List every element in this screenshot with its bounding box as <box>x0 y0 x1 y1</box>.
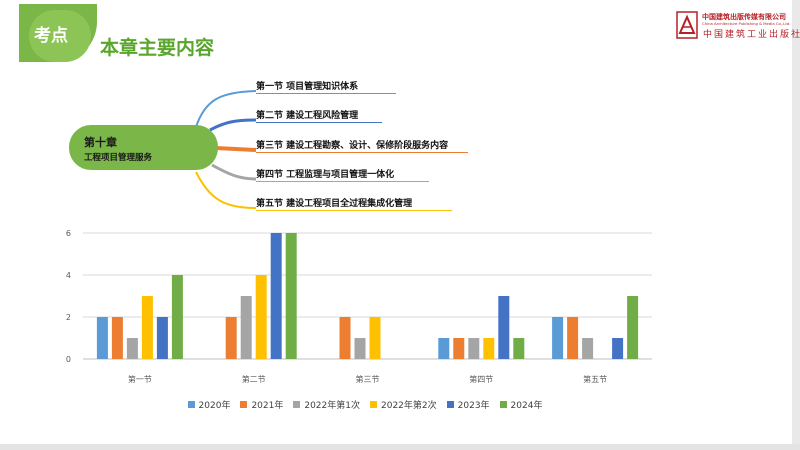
bar <box>270 233 282 359</box>
legend-item: 2024年 <box>499 398 543 411</box>
bar <box>627 296 639 359</box>
branch-label-4: 第四节 工程监理与项目管理一体化 <box>256 170 395 180</box>
bar <box>612 338 624 359</box>
y-tick-label: 2 <box>66 313 71 322</box>
legend-label: 2024年 <box>510 401 543 411</box>
bar <box>111 317 123 359</box>
publisher-name-en: China Architecture Publishing & Media Co… <box>702 21 791 26</box>
legend-swatch <box>293 401 301 408</box>
branch-connector-3 <box>215 146 257 152</box>
topic-badge <box>19 4 97 62</box>
publisher-logo-icon <box>676 11 698 39</box>
branch-connector-1 <box>195 90 257 128</box>
legend-item: 2020年 <box>187 398 231 411</box>
branch-label-3: 第三节 建设工程勘察、设计、保修阶段服务内容 <box>256 141 449 151</box>
bar <box>498 296 510 359</box>
y-tick-label: 4 <box>66 271 71 280</box>
branch-connector-5 <box>195 171 257 209</box>
legend-label: 2022年第2次 <box>381 401 437 411</box>
chapter-title: 第十章 <box>84 136 117 149</box>
bar <box>513 338 525 359</box>
publisher-name: 中国建筑出版传媒有限公司 <box>702 12 786 21</box>
legend-swatch <box>240 401 248 408</box>
legend-swatch <box>446 401 454 408</box>
badge-label: 考点 <box>34 26 68 46</box>
bar <box>552 317 564 359</box>
legend-swatch <box>370 401 377 408</box>
branch-connector-2 <box>209 118 257 132</box>
page-title: 本章主要内容 <box>100 37 215 59</box>
branch-underline-4 <box>256 181 429 182</box>
bar <box>126 338 138 359</box>
legend-item: 2023年 <box>446 398 490 411</box>
bar <box>354 338 366 359</box>
bar <box>468 338 480 359</box>
window-edge <box>792 0 800 450</box>
bar <box>240 296 252 359</box>
legend-swatch <box>187 401 195 408</box>
bar <box>96 317 108 359</box>
legend-item: 2021年 <box>240 398 283 411</box>
legend-item: 2022年第2次 <box>370 398 437 411</box>
chapter-subtitle: 工程项目管理服务 <box>84 153 153 163</box>
chapter-node <box>69 125 218 170</box>
branch-underline-5 <box>256 210 452 211</box>
branch-underline-2 <box>256 122 382 123</box>
bar <box>369 317 381 359</box>
bar <box>141 296 153 359</box>
bar <box>339 317 351 359</box>
bar <box>567 317 579 359</box>
bar <box>483 338 495 359</box>
branch-label-5: 第五节 建设工程项目全过程集成化管理 <box>256 199 413 209</box>
bar <box>255 275 267 359</box>
y-tick-label: 6 <box>66 229 71 238</box>
y-tick-label: 0 <box>66 355 71 364</box>
bar <box>582 338 594 359</box>
legend-item: 2022年第1次 <box>293 398 360 411</box>
bar <box>156 317 168 359</box>
bar <box>453 338 465 359</box>
x-tick-label: 第五节 <box>583 374 607 384</box>
branch-label-1: 第一节 项目管理知识体系 <box>256 82 359 92</box>
bar <box>171 275 183 359</box>
window-edge-bottom <box>0 444 800 450</box>
branch-connector-4 <box>211 163 257 181</box>
badge-highlight <box>29 10 91 62</box>
x-tick-label: 第三节 <box>356 374 380 384</box>
branch-underline-3 <box>256 152 468 153</box>
bar <box>225 317 237 359</box>
legend-label: 2022年第1次 <box>304 401 360 411</box>
bar <box>438 338 450 359</box>
x-tick-label: 第一节 <box>128 374 152 384</box>
bar <box>285 233 297 359</box>
branch-underline-1 <box>256 93 396 94</box>
branch-label-2: 第二节 建设工程风险管理 <box>256 111 359 121</box>
publisher-name-secondary: 中国建筑工业出版社 <box>703 30 800 40</box>
x-tick-label: 第二节 <box>242 374 266 384</box>
legend-swatch <box>499 401 507 408</box>
legend-label: 2023年 <box>457 401 490 411</box>
x-tick-label: 第四节 <box>469 374 493 384</box>
chart-legend: 2020年 2021年 2022年第1次 2022年第2次 2023年 2024年 <box>0 398 730 411</box>
legend-label: 2021年 <box>251 401 284 411</box>
legend-label: 2020年 <box>198 401 231 411</box>
